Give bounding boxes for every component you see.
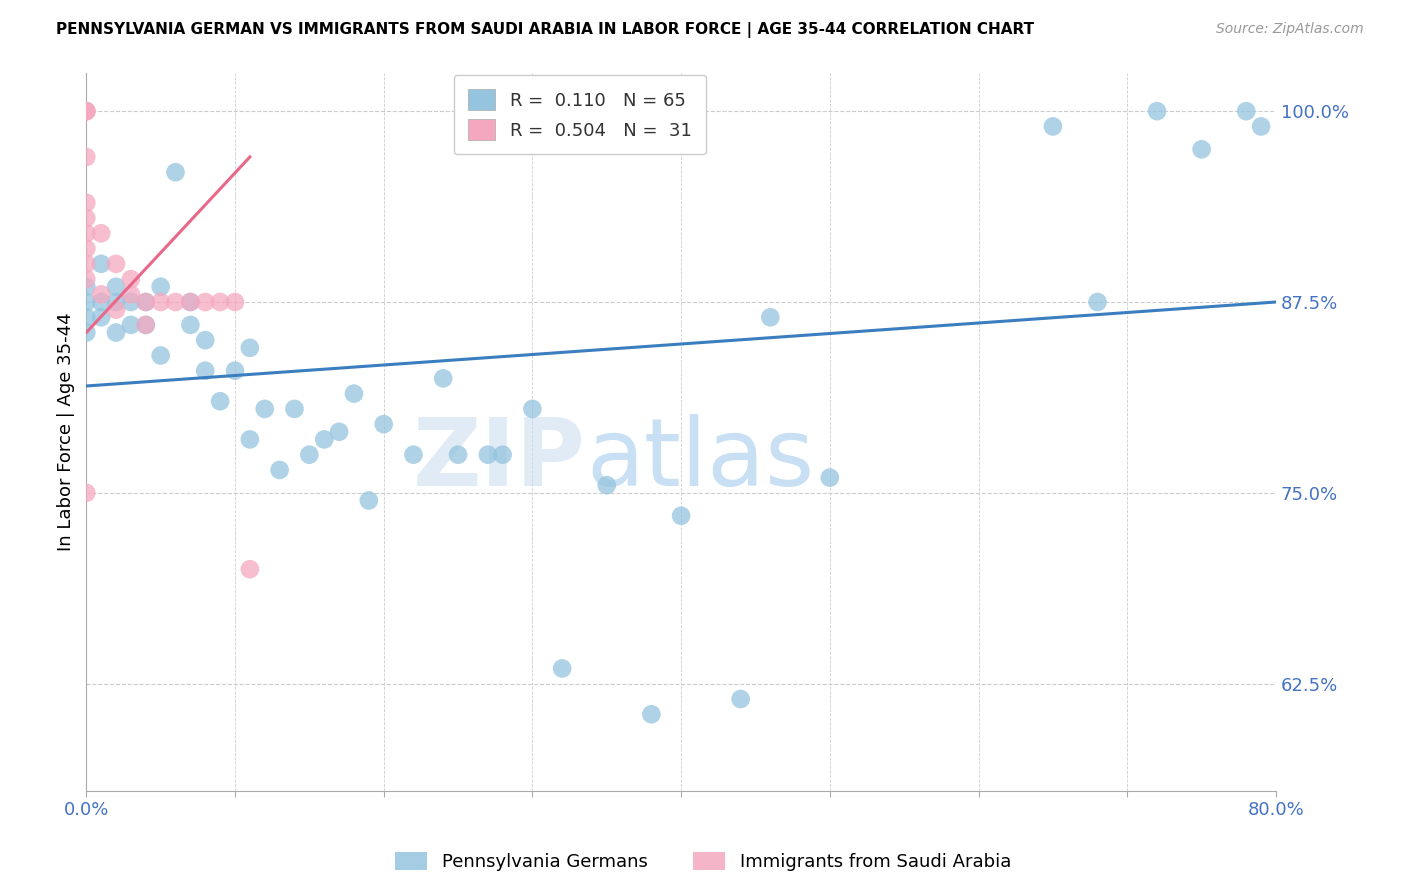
Point	[120, 287, 142, 301]
Point	[75, 104, 97, 119]
Point	[1042, 120, 1064, 134]
Point	[75, 227, 97, 241]
Point	[75, 150, 97, 164]
Point	[730, 692, 752, 706]
Point	[669, 508, 692, 523]
Point	[596, 478, 619, 492]
Legend: R =  0.110   N = 65, R =  0.504   N =  31: R = 0.110 N = 65, R = 0.504 N = 31	[454, 75, 706, 154]
Point	[314, 433, 336, 447]
Y-axis label: In Labor Force | Age 35-44: In Labor Force | Age 35-44	[58, 312, 75, 551]
Text: Source: ZipAtlas.com: Source: ZipAtlas.com	[1216, 22, 1364, 37]
Point	[75, 326, 97, 340]
Point	[551, 661, 574, 675]
Text: atlas: atlas	[586, 415, 814, 507]
Point	[194, 364, 217, 378]
Point	[224, 364, 246, 378]
Point	[135, 295, 157, 310]
Point	[90, 295, 112, 310]
Point	[105, 279, 128, 293]
Text: ZIP: ZIP	[413, 415, 586, 507]
Point	[75, 211, 97, 225]
Point	[165, 165, 187, 179]
Point	[477, 448, 499, 462]
Point	[75, 486, 97, 500]
Point	[328, 425, 350, 439]
Point	[75, 257, 97, 271]
Point	[239, 341, 262, 355]
Point	[357, 493, 380, 508]
Point	[1146, 104, 1168, 119]
Point	[135, 318, 157, 332]
Point	[269, 463, 291, 477]
Point	[149, 279, 172, 293]
Point	[179, 295, 201, 310]
Point	[120, 295, 142, 310]
Text: PENNSYLVANIA GERMAN VS IMMIGRANTS FROM SAUDI ARABIA IN LABOR FORCE | AGE 35-44 C: PENNSYLVANIA GERMAN VS IMMIGRANTS FROM S…	[56, 22, 1035, 38]
Point	[818, 470, 841, 484]
Point	[522, 401, 544, 416]
Point	[253, 401, 276, 416]
Point	[402, 448, 425, 462]
Point	[75, 295, 97, 310]
Legend: Pennsylvania Germans, Immigrants from Saudi Arabia: Pennsylvania Germans, Immigrants from Sa…	[388, 845, 1018, 879]
Point	[149, 348, 172, 362]
Point	[447, 448, 470, 462]
Point	[90, 227, 112, 241]
Point	[179, 295, 201, 310]
Point	[194, 295, 217, 310]
Point	[640, 707, 662, 722]
Point	[373, 417, 395, 432]
Point	[75, 310, 97, 325]
Point	[1250, 120, 1272, 134]
Point	[105, 302, 128, 317]
Point	[90, 287, 112, 301]
Point	[179, 318, 201, 332]
Point	[105, 295, 128, 310]
Point	[120, 272, 142, 286]
Point	[283, 401, 305, 416]
Point	[75, 104, 97, 119]
Point	[239, 562, 262, 576]
Point	[194, 333, 217, 347]
Point	[135, 295, 157, 310]
Point	[149, 295, 172, 310]
Point	[432, 371, 454, 385]
Point	[75, 104, 97, 119]
Point	[239, 433, 262, 447]
Point	[75, 242, 97, 256]
Point	[492, 448, 515, 462]
Point	[1191, 142, 1213, 156]
Point	[90, 310, 112, 325]
Point	[90, 257, 112, 271]
Point	[298, 448, 321, 462]
Point	[209, 394, 232, 409]
Point	[120, 318, 142, 332]
Point	[209, 295, 232, 310]
Point	[105, 326, 128, 340]
Point	[75, 279, 97, 293]
Point	[75, 272, 97, 286]
Point	[165, 295, 187, 310]
Point	[135, 318, 157, 332]
Point	[759, 310, 782, 325]
Point	[105, 257, 128, 271]
Point	[75, 195, 97, 210]
Point	[1087, 295, 1109, 310]
Point	[224, 295, 246, 310]
Point	[343, 386, 366, 401]
Point	[1234, 104, 1257, 119]
